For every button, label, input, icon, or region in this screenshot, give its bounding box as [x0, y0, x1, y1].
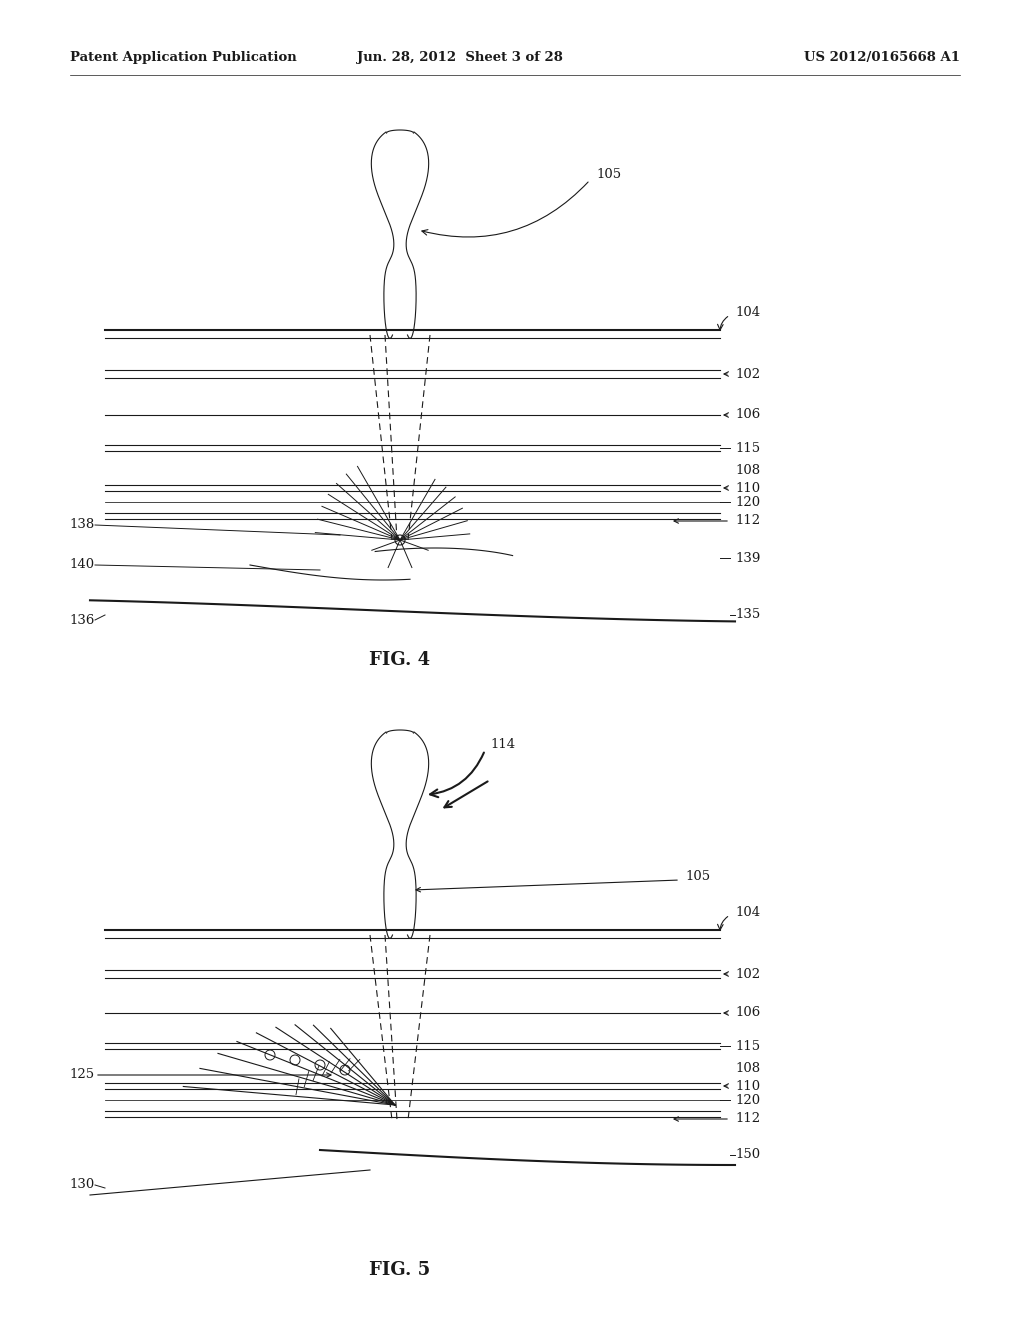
Text: 150: 150 — [735, 1148, 760, 1162]
Text: 112: 112 — [735, 515, 760, 528]
Text: 108: 108 — [735, 463, 760, 477]
Text: 104: 104 — [735, 906, 760, 919]
Text: 114: 114 — [490, 738, 515, 751]
Text: 112: 112 — [735, 1113, 760, 1126]
Text: 135: 135 — [735, 609, 760, 622]
Text: 115: 115 — [735, 1040, 760, 1052]
Text: 106: 106 — [735, 408, 760, 421]
Text: 110: 110 — [735, 482, 760, 495]
Text: 138: 138 — [70, 519, 95, 532]
Text: 115: 115 — [735, 441, 760, 454]
Text: 104: 104 — [735, 305, 760, 318]
Text: 140: 140 — [70, 558, 95, 572]
Text: 102: 102 — [735, 367, 760, 380]
Text: 106: 106 — [735, 1006, 760, 1019]
Text: Jun. 28, 2012  Sheet 3 of 28: Jun. 28, 2012 Sheet 3 of 28 — [357, 51, 563, 65]
Text: Patent Application Publication: Patent Application Publication — [70, 51, 297, 65]
Text: FIG. 5: FIG. 5 — [370, 1261, 431, 1279]
Text: 108: 108 — [735, 1061, 760, 1074]
Text: FIG. 4: FIG. 4 — [370, 651, 430, 669]
Text: 136: 136 — [70, 614, 95, 627]
Text: 105: 105 — [596, 169, 622, 181]
Text: 130: 130 — [70, 1179, 95, 1192]
Text: US 2012/0165668 A1: US 2012/0165668 A1 — [804, 51, 961, 65]
Text: 125: 125 — [70, 1068, 95, 1081]
Text: 110: 110 — [735, 1080, 760, 1093]
Text: 139: 139 — [735, 552, 761, 565]
Text: 120: 120 — [735, 1093, 760, 1106]
Text: 120: 120 — [735, 495, 760, 508]
Text: 102: 102 — [735, 968, 760, 981]
Text: 105: 105 — [685, 870, 710, 883]
